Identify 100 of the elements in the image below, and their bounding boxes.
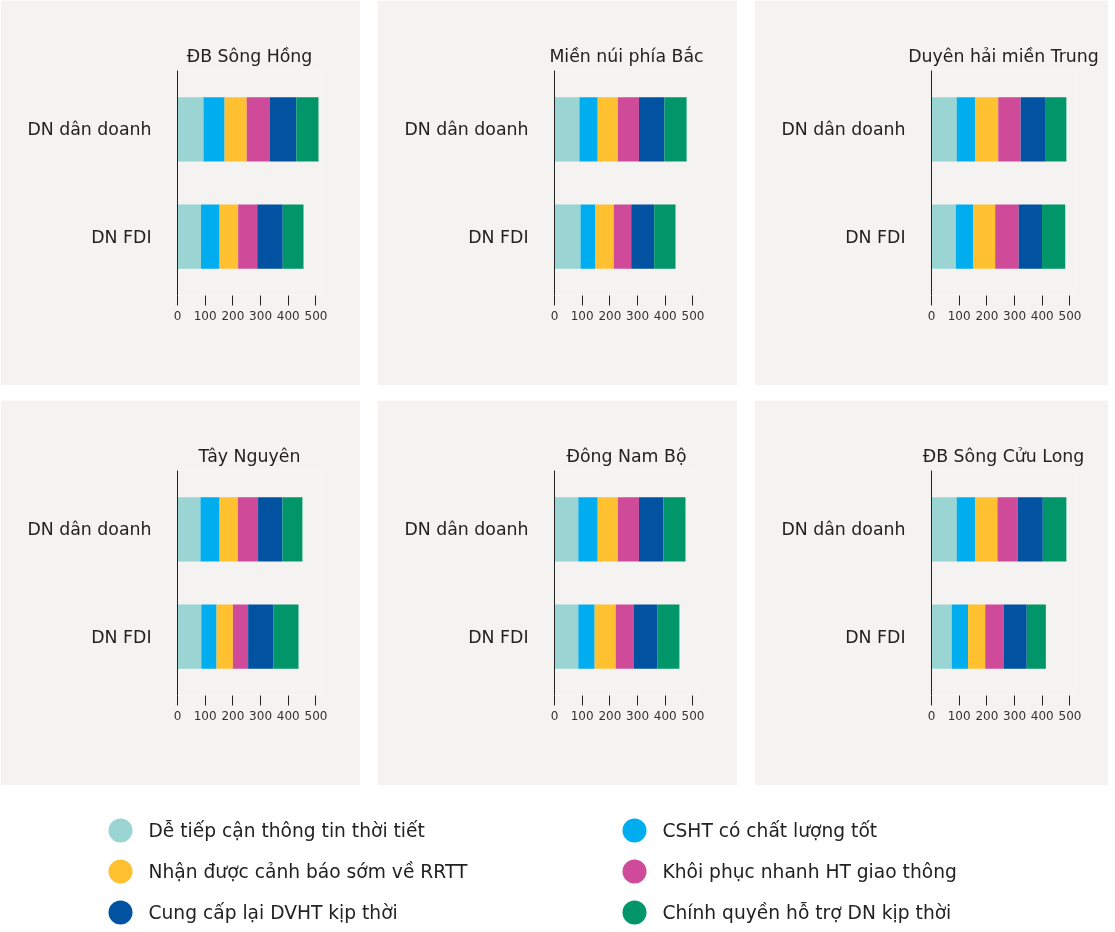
bar: [219, 497, 238, 562]
y-tick-label: DN FDI: [468, 226, 529, 247]
bar: [638, 497, 664, 562]
y-tick-label: DN FDI: [845, 626, 906, 647]
bar: [931, 497, 957, 562]
bar: [631, 204, 655, 269]
bar: [257, 204, 283, 269]
bar: [248, 604, 274, 669]
y-tick-label: DN FDI: [845, 226, 906, 247]
bar: [955, 204, 974, 269]
bar: [282, 204, 304, 269]
x-tick-label: 0: [550, 708, 559, 723]
bar: [974, 97, 999, 162]
x-tick-label: 500: [304, 708, 328, 723]
x-tick-label: 400: [1030, 308, 1054, 323]
y-tick-label: DN dân doanh: [27, 119, 152, 140]
bar: [998, 97, 1021, 162]
x-tick-label: 500: [681, 708, 705, 723]
bar: [663, 497, 686, 562]
bar: [177, 204, 202, 269]
bar: [615, 604, 634, 669]
x-tick-label: 500: [681, 308, 705, 323]
bar: [1003, 604, 1027, 669]
bar: [177, 497, 201, 562]
bar: [985, 604, 1004, 669]
x-tick-label: 0: [927, 308, 936, 323]
bar: [657, 604, 680, 669]
bar: [594, 604, 616, 669]
legend-label: Khôi phục nhanh HT giao thông: [662, 861, 957, 882]
x-tick-label: 400: [276, 708, 300, 723]
legend-label: Cung cấp lại DVHT kịp thời: [148, 902, 398, 923]
bar: [203, 97, 225, 162]
bar: [201, 604, 217, 669]
bar: [654, 204, 676, 269]
x-tick-label: 500: [1058, 708, 1082, 723]
x-tick-label: 100: [947, 708, 971, 723]
bar: [579, 97, 598, 162]
y-tick-label: DN dân doanh: [781, 519, 906, 540]
bar: [1020, 97, 1046, 162]
chart-title: Tây Nguyên: [197, 445, 301, 466]
bar: [951, 604, 969, 669]
bar: [931, 604, 952, 669]
x-tick-label: 200: [975, 308, 999, 323]
x-tick-label: 300: [626, 708, 650, 723]
legend-label: Nhận được cảnh báo sớm về RRTT: [148, 861, 468, 882]
bar: [997, 497, 1018, 562]
x-tick-label: 100: [193, 708, 217, 723]
legend-label: Dễ tiếp cận thông tin thời tiết: [148, 820, 425, 841]
bar: [1026, 604, 1046, 669]
x-tick-label: 0: [173, 308, 182, 323]
y-tick-label: DN dân doanh: [404, 119, 529, 140]
x-tick-label: 100: [193, 308, 217, 323]
x-tick-label: 400: [1030, 708, 1054, 723]
bar: [638, 97, 665, 162]
bar: [554, 604, 579, 669]
bar: [931, 97, 957, 162]
bar: [282, 497, 303, 562]
bar: [246, 97, 270, 162]
bar: [595, 204, 614, 269]
bar: [968, 604, 986, 669]
bar: [580, 204, 596, 269]
bar: [224, 97, 247, 162]
bar: [974, 497, 998, 562]
bar: [931, 204, 956, 269]
x-tick-label: 300: [249, 708, 273, 723]
x-tick-label: 300: [626, 308, 650, 323]
y-tick-label: DN FDI: [91, 626, 152, 647]
chart-title: ĐB Sông Cửu Long: [922, 445, 1085, 466]
bar: [296, 97, 319, 162]
bar: [273, 604, 299, 669]
bar: [956, 497, 975, 562]
bar: [664, 97, 687, 162]
x-tick-label: 0: [173, 708, 182, 723]
y-tick-label: DN dân doanh: [781, 119, 906, 140]
bar: [177, 604, 202, 669]
x-tick-label: 0: [927, 708, 936, 723]
bar: [578, 604, 595, 669]
bar: [238, 204, 258, 269]
chart-title: Miền núi phía Bắc: [549, 45, 704, 66]
y-tick-label: DN FDI: [468, 626, 529, 647]
bar: [1018, 204, 1042, 269]
x-tick-label: 500: [1058, 308, 1082, 323]
bar: [617, 97, 639, 162]
x-tick-label: 300: [1003, 308, 1027, 323]
x-tick-label: 300: [249, 308, 273, 323]
bar: [200, 497, 220, 562]
bar: [554, 204, 581, 269]
bar: [973, 204, 996, 269]
bar: [578, 497, 598, 562]
x-tick-label: 0: [550, 308, 559, 323]
x-tick-label: 100: [947, 308, 971, 323]
x-tick-label: 200: [221, 308, 245, 323]
bar: [597, 497, 618, 562]
x-tick-label: 200: [598, 708, 622, 723]
x-tick-label: 500: [304, 308, 328, 323]
chart-title: Duyên hải miền Trung: [908, 45, 1099, 66]
bar: [177, 97, 204, 162]
bar: [597, 97, 618, 162]
bar: [1041, 204, 1066, 269]
y-tick-label: DN FDI: [91, 226, 152, 247]
